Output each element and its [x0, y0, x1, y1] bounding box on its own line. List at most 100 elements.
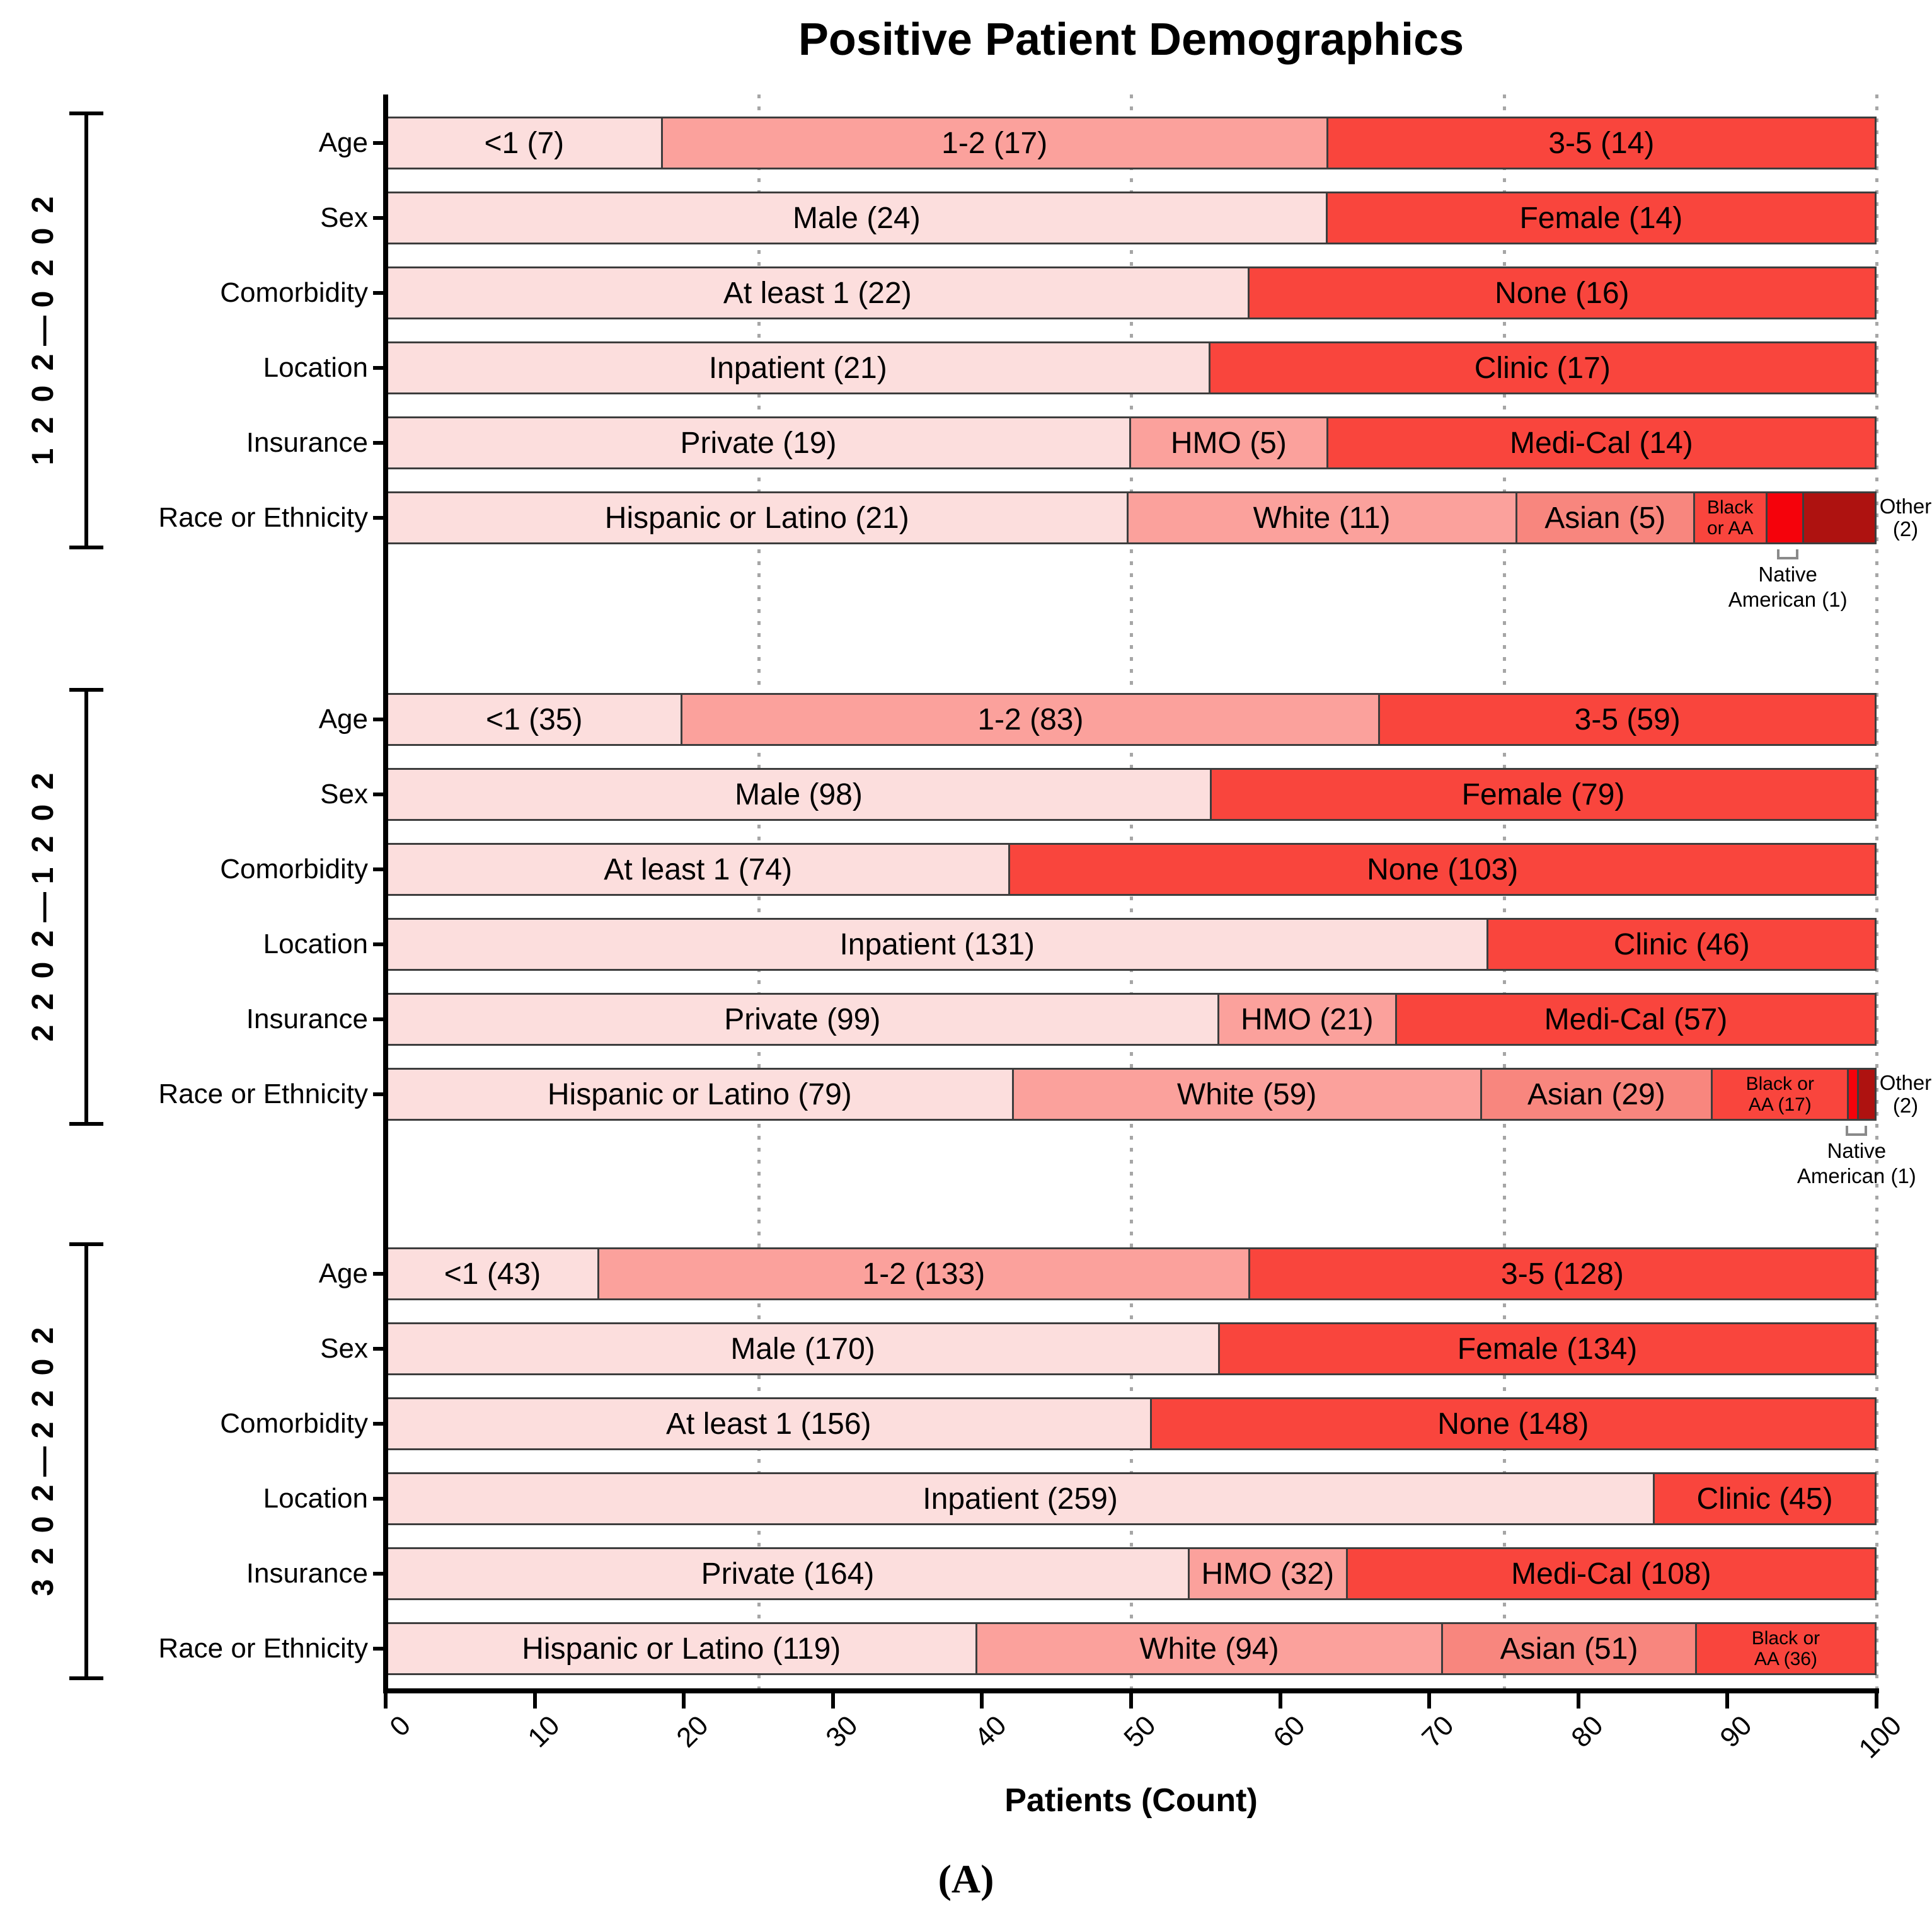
- other-note: Other (2): [1879, 1071, 1932, 1117]
- bar-segment: HMO (5): [1129, 418, 1326, 467]
- category-label: Sex: [320, 202, 368, 233]
- bar-row-age: <1 (7) 1-2 (17) 3-5 (14): [386, 117, 1877, 169]
- segment-label: Private (19): [680, 426, 837, 460]
- segment-label: 3-5 (59): [1574, 702, 1681, 736]
- category-label: Sex: [320, 779, 368, 810]
- category-label: Age: [318, 1258, 368, 1289]
- segment-label: Male (170): [730, 1332, 875, 1366]
- category-label: Race or Ethnicity: [158, 1633, 368, 1664]
- segment-label: Hispanic or Latino (79): [547, 1077, 852, 1111]
- bar-row-location: Inpatient (131) Clinic (46): [386, 918, 1877, 971]
- bar-row-comorbidity: At least 1 (22) None (16): [386, 266, 1877, 319]
- bar-segment: Male (24): [388, 193, 1326, 243]
- bar-row-race-or-ethnicity: Hispanic or Latino (119) White (94) Asian …: [386, 1622, 1877, 1675]
- category-tick: [373, 867, 386, 871]
- bar-segment: Clinic (46): [1486, 920, 1875, 969]
- bar-segment: Clinic (45): [1653, 1474, 1875, 1523]
- bar-segment: At least 1 (74): [388, 845, 1009, 894]
- segment-label: HMO (5): [1170, 426, 1287, 460]
- segment-label: At least 1 (156): [666, 1407, 871, 1441]
- bar-segment: 1-2 (133): [597, 1249, 1248, 1298]
- segment-label: Black or AA: [1706, 497, 1754, 539]
- segment-label: Hispanic or Latino (119): [522, 1632, 841, 1666]
- x-axis: [383, 1688, 1879, 1693]
- bar-segment: Medi-Cal (108): [1345, 1549, 1875, 1598]
- bar-row-location: Inpatient (259) Clinic (45): [386, 1472, 1877, 1525]
- bar-row-comorbidity: At least 1 (74) None (103): [386, 843, 1877, 896]
- segment-label: Male (24): [792, 201, 921, 235]
- segment-label: Inpatient (259): [923, 1482, 1118, 1516]
- bar-segment: 3-5 (14): [1326, 118, 1875, 168]
- segment-label: At least 1 (22): [723, 276, 912, 310]
- category-tick: [373, 141, 386, 145]
- bar-segment: Asian (5): [1515, 493, 1693, 542]
- bar-segment: Medi-Cal (14): [1326, 418, 1875, 467]
- category-label: Location: [263, 352, 368, 383]
- category-label: Sex: [320, 1333, 368, 1364]
- gridline: [1875, 94, 1878, 1688]
- x-tick-label-text: 40: [969, 1710, 1013, 1754]
- category-label: Comorbidity: [220, 277, 368, 308]
- category-tick: [373, 1272, 386, 1276]
- x-tick-label-text: 100: [1853, 1710, 1907, 1765]
- x-axis-tick: [1725, 1693, 1730, 1709]
- bar-segment: [1856, 1070, 1875, 1119]
- bar-segment: 1-2 (17): [660, 118, 1326, 168]
- segment-label: Clinic (46): [1613, 927, 1750, 961]
- segment-label: Private (99): [724, 1002, 881, 1036]
- segment-label: 1-2 (133): [862, 1257, 986, 1291]
- x-axis-tick: [831, 1693, 835, 1709]
- segment-label: <1 (35): [486, 702, 583, 736]
- category-tick: [373, 1422, 386, 1426]
- segment-label: White (59): [1176, 1077, 1317, 1111]
- segment-label: HMO (21): [1240, 1002, 1374, 1036]
- bar-segment: None (16): [1247, 268, 1875, 318]
- bar-segment: Black or AA: [1693, 493, 1766, 542]
- bar-segment: Black or AA (17): [1711, 1070, 1848, 1119]
- x-tick-label-text: 30: [820, 1710, 864, 1754]
- category-tick: [373, 1017, 386, 1021]
- bar-row-race-or-ethnicity: Hispanic or Latino (21) White (11) Asian (…: [386, 491, 1877, 544]
- bar-row-sex: Male (98) Female (79): [386, 768, 1877, 821]
- x-tick-label-text: 0: [383, 1710, 417, 1743]
- group-bracket-line: [84, 688, 88, 1126]
- other-note: Other (2): [1879, 495, 1932, 541]
- category-label: Race or Ethnicity: [158, 502, 368, 533]
- x-axis-tick: [1278, 1693, 1282, 1709]
- x-axis-title: Patients (Count): [1004, 1782, 1258, 1819]
- bar-segment: White (94): [975, 1624, 1442, 1673]
- segment-label: None (148): [1437, 1407, 1589, 1441]
- segment-label: Female (79): [1461, 777, 1625, 811]
- bar-segment: White (59): [1011, 1070, 1480, 1119]
- category-label: Race or Ethnicity: [158, 1079, 368, 1109]
- x-axis-tick: [384, 1693, 388, 1709]
- segment-label: Asian (5): [1544, 501, 1666, 535]
- bar-segment: 3-5 (128): [1248, 1249, 1875, 1298]
- bar-row-age: <1 (35) 1-2 (83) 3-5 (59): [386, 693, 1877, 746]
- segment-label: Clinic (45): [1696, 1482, 1833, 1516]
- category-tick: [373, 291, 386, 295]
- bar-segment: Medi-Cal (57): [1394, 995, 1875, 1044]
- category-label: Location: [263, 1483, 368, 1514]
- segment-label: 3-5 (128): [1501, 1257, 1624, 1291]
- segment-label: 3-5 (14): [1548, 126, 1655, 160]
- bar-row-location: Inpatient (21) Clinic (17): [386, 341, 1877, 394]
- category-label: Age: [318, 704, 368, 735]
- bar-segment: 3-5 (59): [1378, 695, 1875, 744]
- bar-segment: [1847, 1070, 1857, 1119]
- category-tick: [373, 441, 386, 445]
- segment-label: 1-2 (17): [941, 126, 1048, 160]
- bar-row-insurance: Private (99) HMO (21) Medi-Cal (57): [386, 993, 1877, 1046]
- bar-row-comorbidity: At least 1 (156) None (148): [386, 1397, 1877, 1450]
- bar-row-age: <1 (43) 1-2 (133) 3-5 (128): [386, 1247, 1877, 1300]
- y-axis: [383, 94, 388, 1688]
- segment-label: None (16): [1495, 276, 1630, 310]
- segment-label: <1 (7): [484, 126, 565, 160]
- bar-segment: Black or AA (36): [1694, 1624, 1875, 1673]
- segment-label: Inpatient (131): [839, 927, 1035, 961]
- category-tick: [373, 1497, 386, 1501]
- x-tick-label-text: 20: [670, 1710, 715, 1754]
- bar-segment: White (11): [1126, 493, 1515, 542]
- segment-label: 1-2 (83): [977, 702, 1084, 736]
